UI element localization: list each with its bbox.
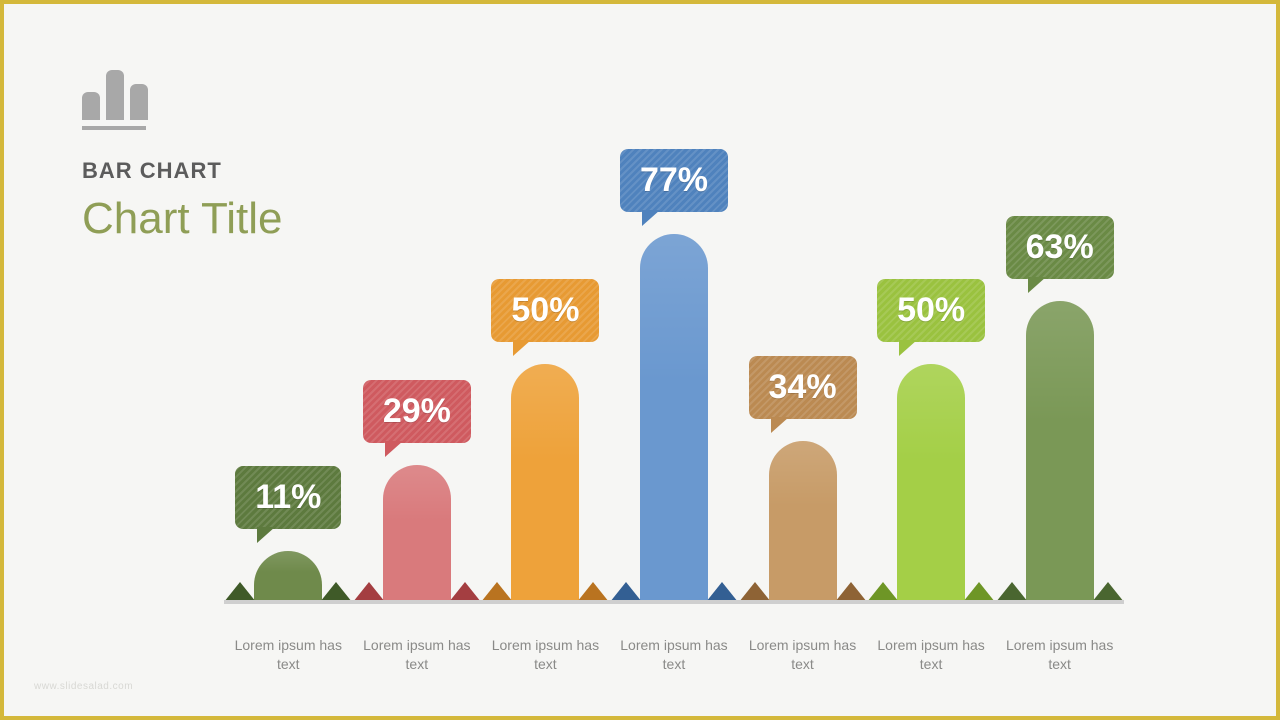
bar-caption: Lorem ipsum has text [481, 636, 609, 674]
value-bubble: 29% [363, 380, 471, 443]
bar-chart-icon [82, 64, 283, 120]
bar-caption: Lorem ipsum has text [224, 636, 352, 674]
bar-body [897, 364, 965, 604]
bar-caption: Lorem ipsum has text [739, 636, 867, 674]
bar-caption: Lorem ipsum has text [353, 636, 481, 674]
value-bubble: 11% [235, 466, 341, 529]
bar-column: 29% [353, 380, 481, 604]
slide: BAR CHART Chart Title 11%29%50%77%34%50%… [4, 4, 1276, 716]
bar-column: 34% [739, 356, 867, 604]
value-bubble: 77% [620, 149, 728, 212]
icon-underline [82, 126, 146, 130]
bar-column: 50% [481, 279, 609, 604]
bar-body [769, 441, 837, 604]
value-bubble: 50% [491, 279, 599, 342]
bar-column: 77% [610, 149, 738, 604]
watermark: www.slidesalad.com [34, 681, 133, 692]
value-bubble: 63% [1006, 216, 1114, 279]
baseline [224, 600, 1124, 604]
bar-body [1026, 301, 1094, 604]
bar-body [640, 234, 708, 604]
value-bubble: 34% [749, 356, 857, 419]
bar-column: 50% [867, 279, 995, 604]
bar-body [511, 364, 579, 604]
bar-caption: Lorem ipsum has text [867, 636, 995, 674]
bar-caption: Lorem ipsum has text [996, 636, 1124, 674]
captions-row: Lorem ipsum has textLorem ipsum has text… [224, 636, 1124, 674]
bar-chart: 11% 29% 50% 77% 34% 50% 63% Lorem ipsum has te… [224, 144, 1124, 674]
bar-column: 11% [224, 466, 352, 604]
bar-caption: Lorem ipsum has text [610, 636, 738, 674]
bars-row: 11% 29% 50% 77% 34% 50% 63% [224, 144, 1124, 604]
bar-column: 63% [996, 216, 1124, 604]
value-bubble: 50% [877, 279, 985, 342]
